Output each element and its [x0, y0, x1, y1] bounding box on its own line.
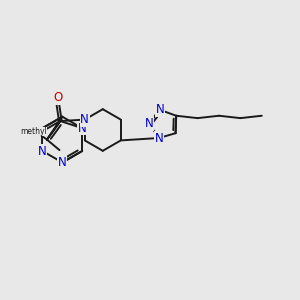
- Text: N: N: [145, 117, 153, 130]
- Text: O: O: [53, 91, 62, 104]
- Text: N: N: [154, 131, 163, 145]
- Text: N: N: [58, 156, 67, 169]
- Text: N: N: [155, 103, 164, 116]
- Text: N: N: [80, 113, 89, 126]
- Text: N: N: [78, 122, 86, 135]
- Text: methyl: methyl: [20, 127, 47, 136]
- Text: N: N: [38, 145, 47, 158]
